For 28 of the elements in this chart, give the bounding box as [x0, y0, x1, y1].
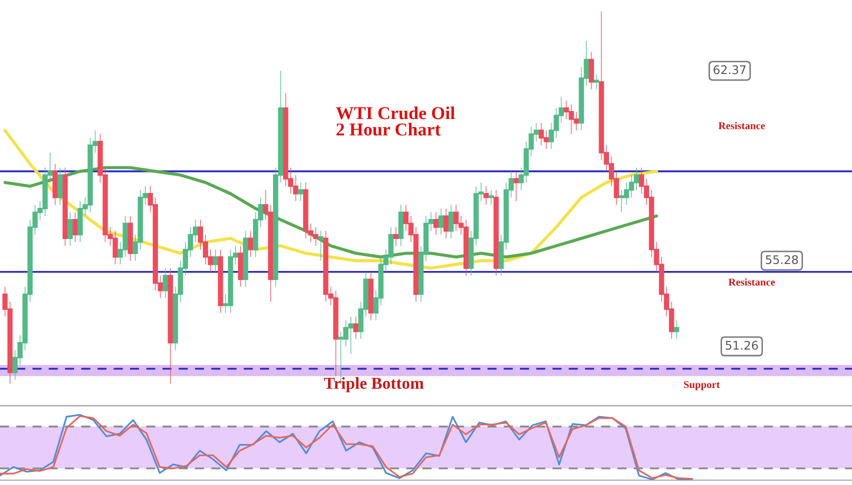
candlestick: [488, 189, 494, 206]
text: Support: [684, 381, 720, 390]
candlestick: [68, 212, 73, 246]
text: Resistance: [728, 278, 775, 286]
candlestick: [433, 212, 439, 236]
candlestick: [298, 182, 304, 202]
text: 55.28: [766, 255, 798, 264]
candlestick: [448, 204, 454, 239]
candlestick: [212, 249, 218, 272]
candlestick: [248, 230, 254, 258]
text: 51.26: [726, 340, 758, 350]
candlestick: [674, 320, 680, 340]
candlestick: [514, 170, 519, 202]
candlestick: [72, 212, 78, 243]
text: 62.37: [714, 65, 746, 74]
candlestick: [484, 186, 489, 206]
candlestick: [393, 226, 399, 246]
candlestick: [438, 208, 444, 236]
candlestick: [58, 167, 63, 206]
candlestick: [594, 74, 599, 90]
candlestick: [443, 208, 449, 239]
candlestick: [588, 52, 594, 90]
text: Resistance: [718, 122, 765, 130]
candlestick: [318, 230, 324, 262]
annotation: Triple Bottom: [324, 377, 424, 392]
text: WTI Crude Oil 2 Hour Chart: [336, 106, 455, 136]
candlestick: [162, 268, 168, 298]
candlestick: [353, 316, 358, 340]
